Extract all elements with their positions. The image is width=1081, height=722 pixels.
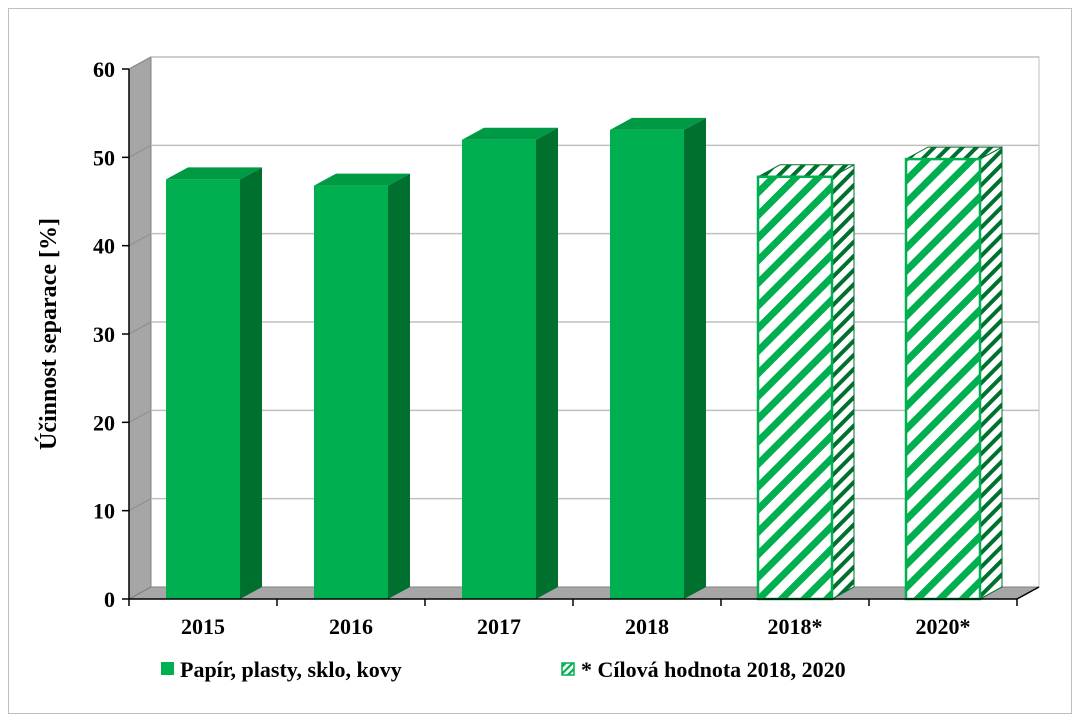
legend-item-solid: Papír, plasty, sklo, kovy <box>161 657 402 682</box>
x-axis-depth-line <box>1016 586 1040 600</box>
plot-backdrop <box>128 56 1040 600</box>
side-gridline-40 <box>128 233 152 247</box>
y-tick-label: 50 <box>93 145 115 170</box>
side-gridline-20 <box>128 409 152 423</box>
bar-front-2017 <box>462 139 536 599</box>
y-axis-title: Účinnost separace [%] <box>36 218 62 450</box>
side-gridline-30 <box>128 321 152 335</box>
gridlines <box>128 56 1039 512</box>
legend-item-hatched: * Cílová hodnota 2018, 2020 <box>561 657 846 682</box>
bar-side-2016 <box>388 173 410 599</box>
bar-2015 <box>166 167 262 599</box>
chart-frame: 0 10 20 30 40 50 60 2015 2016 2017 2018 2018* 2020* Ú… <box>8 8 1072 714</box>
x-tick-label: 2018* <box>768 614 823 639</box>
legend-label-solid: Papír, plasty, sklo, kovy <box>180 657 402 682</box>
bar-side-2018* <box>831 163 855 600</box>
x-tick-label: 2018 <box>625 614 669 639</box>
bar-2017 <box>462 127 558 599</box>
bar-2016 <box>314 173 410 599</box>
legend-label-hatched: * Cílová hodnota 2018, 2020 <box>581 657 846 682</box>
y-tick-label: 10 <box>93 499 115 524</box>
bars <box>166 117 1003 601</box>
legend-swatch-hatched <box>561 662 575 676</box>
y-tick-label: 40 <box>93 234 115 259</box>
bar-side-2018 <box>684 117 706 600</box>
x-tick-label: 2017 <box>477 614 521 639</box>
bar-front-2018* <box>756 175 834 601</box>
y-tick-label: 30 <box>93 322 115 347</box>
bar-top-2018 <box>610 117 706 130</box>
x-tick-label: 2015 <box>181 614 225 639</box>
x-tick-label: 2020* <box>916 614 971 639</box>
legend-swatch-solid <box>161 662 174 675</box>
axes: 0 10 20 30 40 50 60 2015 2016 2017 2018 2018* 2020* Ú… <box>36 57 1040 639</box>
bar-top-2015 <box>166 167 262 180</box>
bar-side-2020* <box>979 146 1003 600</box>
side-gridline-10 <box>128 498 152 512</box>
y-tick-label: 0 <box>104 587 115 612</box>
bar-2020* <box>904 146 1003 601</box>
bar-front-2020* <box>904 157 982 601</box>
floor <box>128 586 1040 600</box>
bar-chart: 0 10 20 30 40 50 60 2015 2016 2017 2018 2018* 2020* Ú… <box>36 56 1040 682</box>
x-tick-label: 2016 <box>329 614 373 639</box>
bar-side-2015 <box>240 167 262 599</box>
bar-top-2017 <box>462 127 558 140</box>
bar-top-2016 <box>314 173 410 186</box>
bar-2018 <box>610 117 706 600</box>
side-gridline-60 <box>128 56 152 70</box>
side-gridline-50 <box>128 144 152 158</box>
bar-2018* <box>756 163 855 601</box>
y-tick-label: 60 <box>93 57 115 82</box>
bar-side-2017 <box>536 127 558 599</box>
bar-front-2015 <box>166 179 240 599</box>
y-tick-label: 20 <box>93 410 115 435</box>
bar-front-2018 <box>610 129 684 599</box>
legend: Papír, plasty, sklo, kovy * Cílová hodnot… <box>161 657 846 682</box>
bar-front-2016 <box>314 185 388 599</box>
